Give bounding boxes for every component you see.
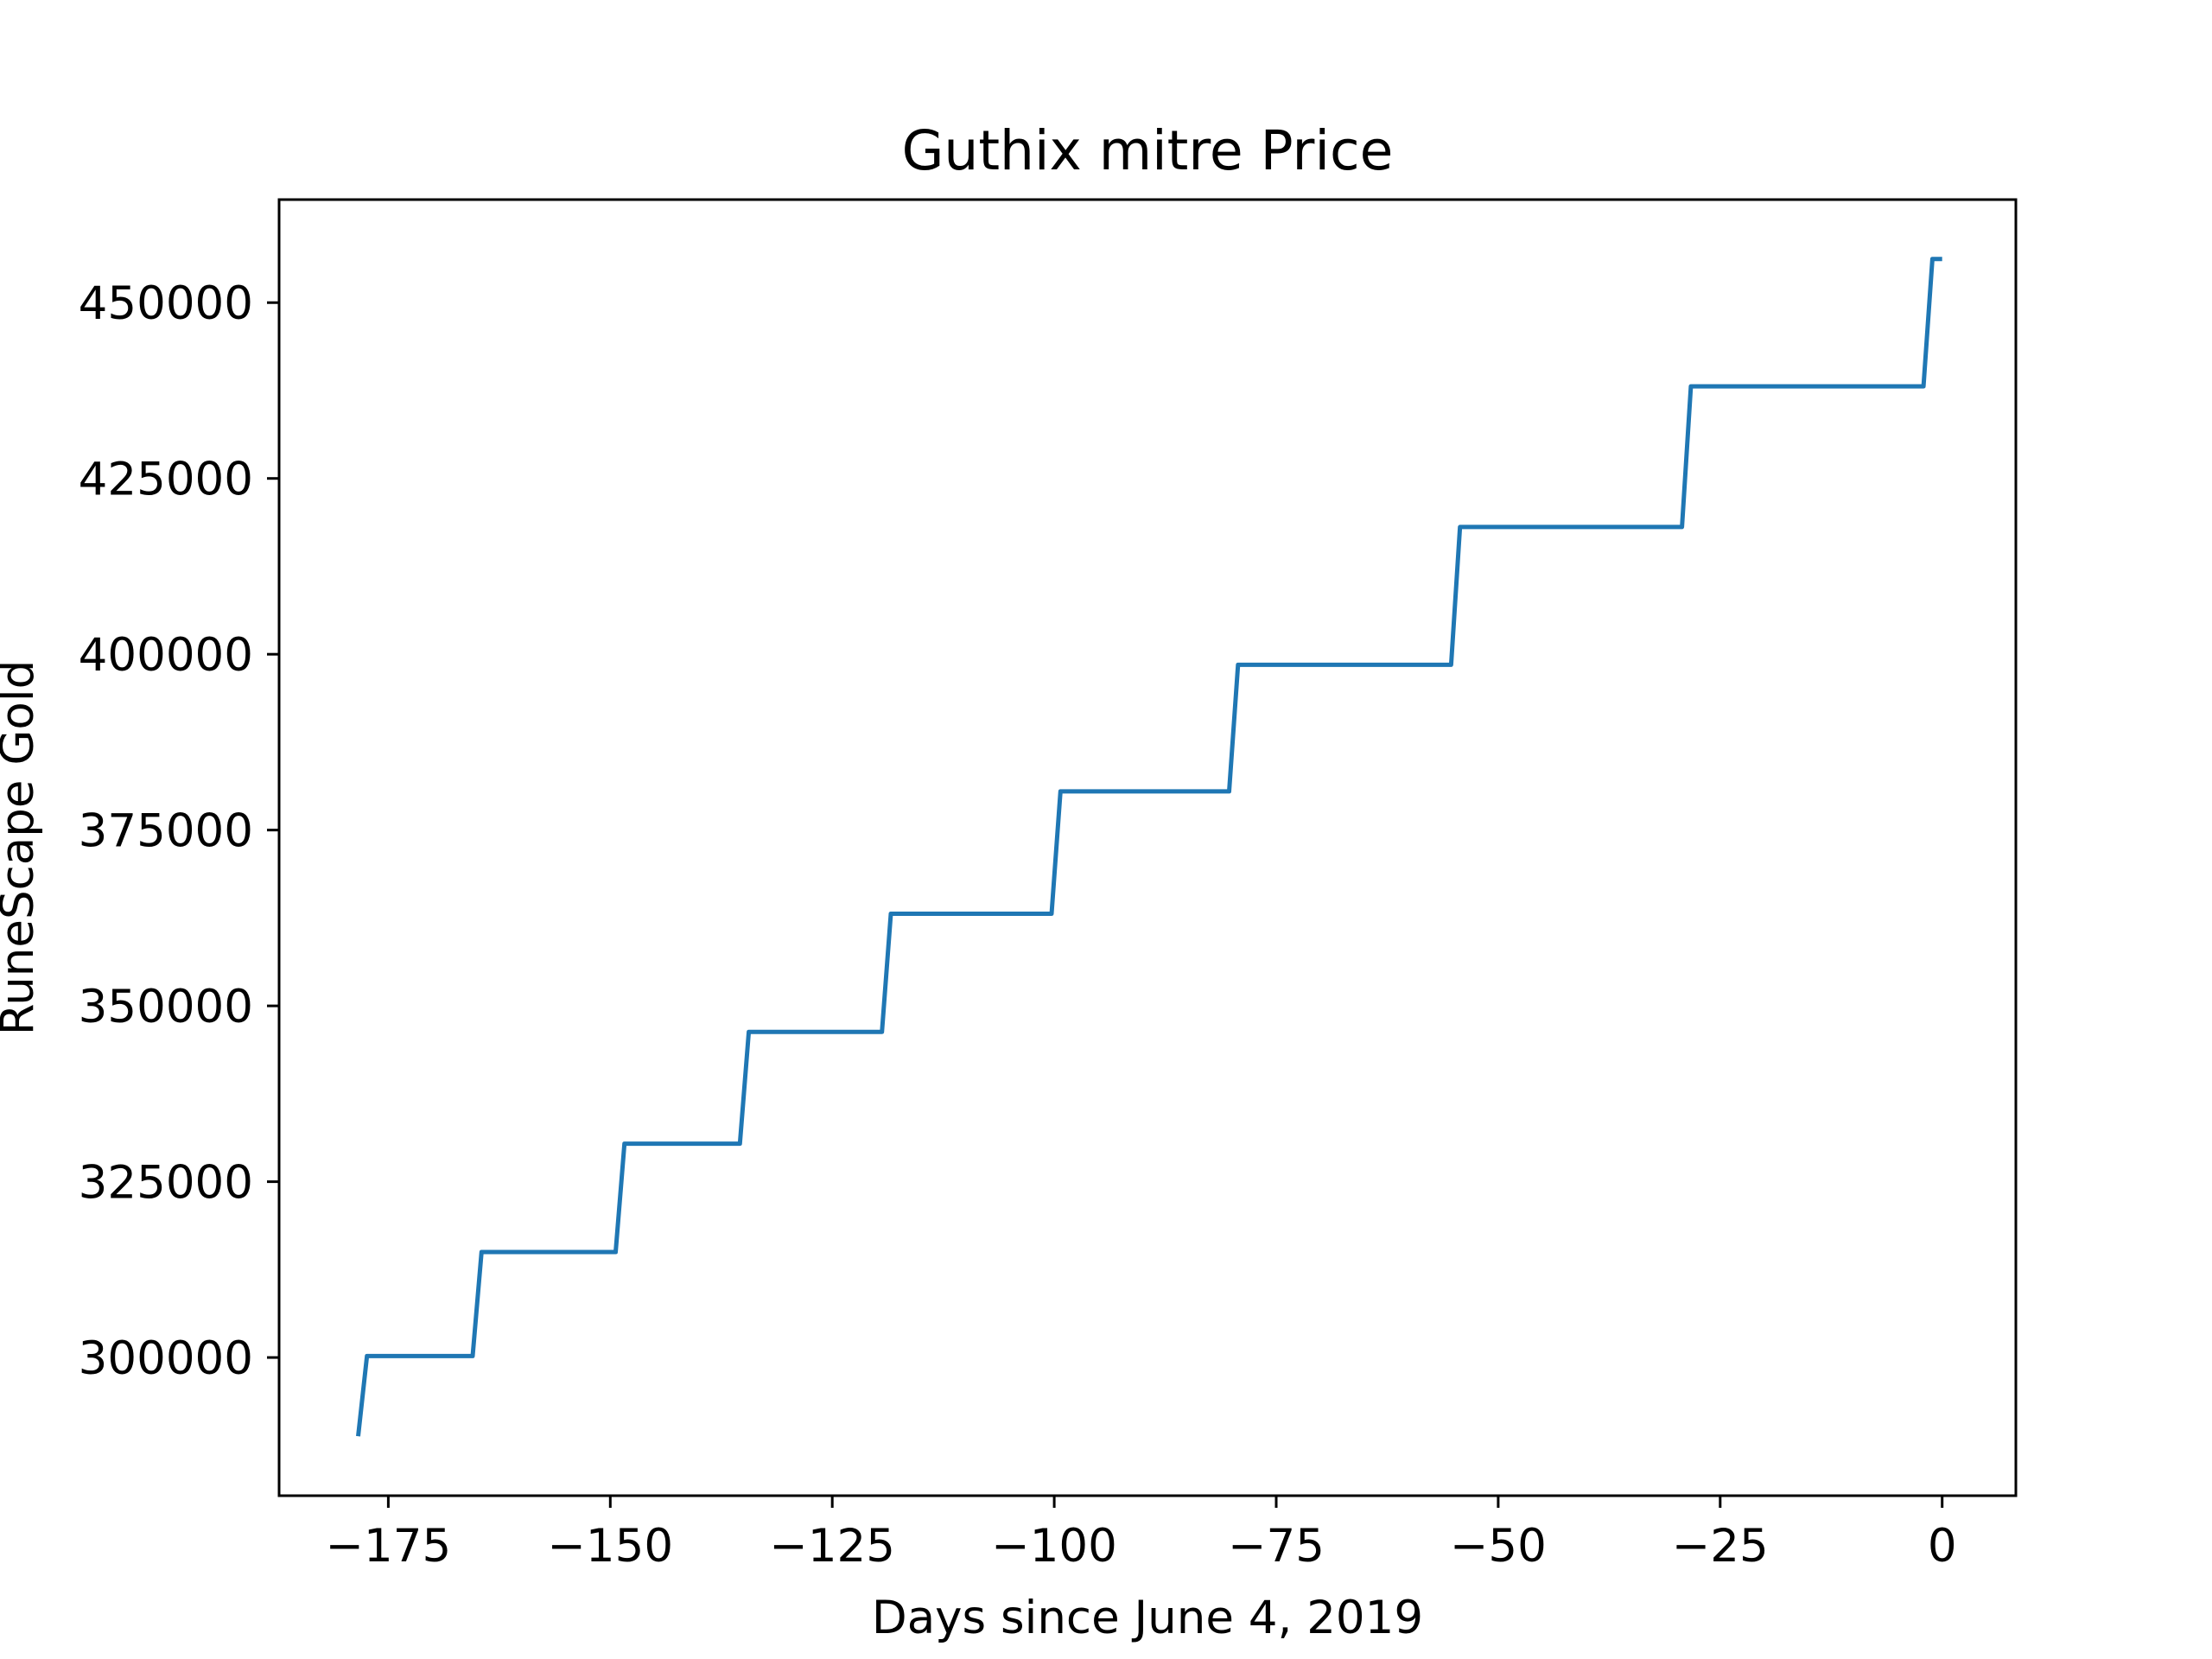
x-tick-label: 0 <box>1928 1520 1957 1573</box>
axes-frame <box>277 198 2018 1497</box>
y-axis-ticks: 300000 325000 350000 375000 400000 425000 4500… <box>79 277 279 1385</box>
y-tick-label: 325000 <box>79 1157 253 1210</box>
y-tick-label: 400000 <box>79 629 253 682</box>
x-tick-label: −75 <box>1228 1520 1325 1573</box>
y-tick-label: 375000 <box>79 805 253 858</box>
x-tick-label: −50 <box>1450 1520 1547 1573</box>
chart-title: Guthix mitre Price <box>902 119 1394 182</box>
y-axis-label: RuneScape Gold <box>0 660 44 1035</box>
x-tick-label: −175 <box>326 1520 452 1573</box>
x-axis-ticks: −175 −150 −125 −100 −75 −50 −25 0 <box>326 1496 1957 1573</box>
y-tick-label: 300000 <box>79 1332 253 1385</box>
y-tick-label: 350000 <box>79 981 253 1033</box>
x-tick-label: −125 <box>769 1520 895 1573</box>
plot-area <box>356 257 1942 1437</box>
x-tick-label: −150 <box>548 1520 674 1573</box>
y-tick-label: 450000 <box>79 277 253 330</box>
y-tick-label: 425000 <box>79 454 253 506</box>
series-line <box>356 257 1942 1437</box>
x-axis-label: Days since June 4, 2019 <box>872 1592 1423 1644</box>
x-tick-label: −25 <box>1672 1520 1769 1573</box>
x-tick-label: −100 <box>991 1520 1117 1573</box>
